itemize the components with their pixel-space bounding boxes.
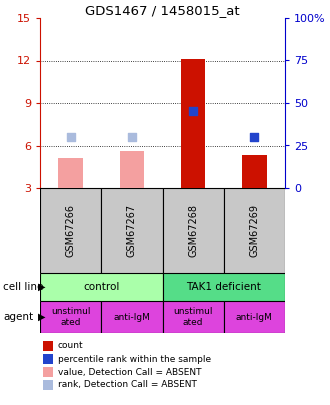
Point [252,134,257,140]
Bar [40,273,162,301]
Bar [119,151,144,188]
Text: count: count [58,341,83,350]
Text: GSM67266: GSM67266 [66,204,76,257]
Text: GSM67268: GSM67268 [188,204,198,257]
Point [68,134,73,140]
Bar [58,158,83,188]
Bar [40,301,101,333]
Bar [224,188,285,273]
Title: GDS1467 / 1458015_at: GDS1467 / 1458015_at [85,4,240,17]
Text: ▶: ▶ [38,282,45,292]
Bar [224,301,285,333]
Text: percentile rank within the sample: percentile rank within the sample [58,354,211,364]
Bar [162,273,285,301]
Bar [101,188,162,273]
Text: ▶: ▶ [38,312,45,322]
Text: TAK1 deficient: TAK1 deficient [186,282,261,292]
Text: anti-IgM: anti-IgM [114,313,150,322]
Text: GSM67269: GSM67269 [249,204,259,257]
Bar [181,59,205,188]
Bar [101,301,162,333]
Bar [162,188,224,273]
Bar [162,301,224,333]
Text: GSM67267: GSM67267 [127,204,137,257]
Text: control: control [83,282,119,292]
Text: unstimul
ated: unstimul ated [173,307,213,327]
Text: agent: agent [3,312,33,322]
Text: value, Detection Call = ABSENT: value, Detection Call = ABSENT [58,367,201,377]
Text: anti-IgM: anti-IgM [236,313,273,322]
Text: cell line: cell line [3,282,44,292]
Text: unstimul
ated: unstimul ated [51,307,90,327]
Bar [242,156,267,188]
Bar [40,188,101,273]
Point [129,134,135,140]
Point [190,108,196,115]
Text: rank, Detection Call = ABSENT: rank, Detection Call = ABSENT [58,381,197,390]
